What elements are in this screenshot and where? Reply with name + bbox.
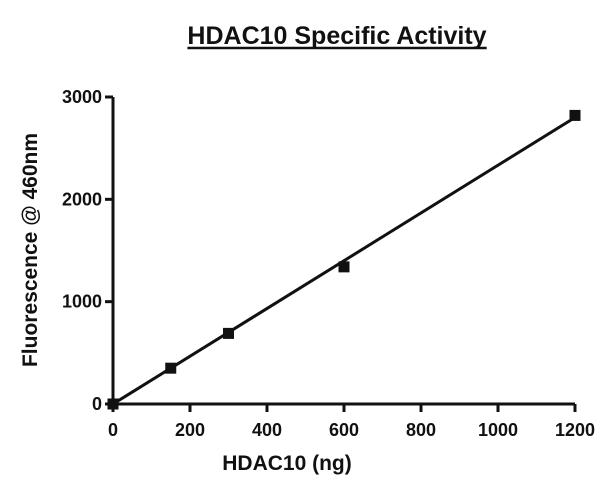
y-axis: 0 1000 2000 3000 xyxy=(62,87,115,414)
y-tick-label: 3000 xyxy=(62,87,102,107)
data-point xyxy=(165,362,177,374)
y-tick-label: 1000 xyxy=(62,292,102,312)
fit-line-group xyxy=(112,116,576,406)
x-tick-label: 400 xyxy=(252,420,282,440)
fit-line xyxy=(112,116,576,406)
x-tick-label: 800 xyxy=(406,420,436,440)
y-tick-label: 0 xyxy=(92,394,102,414)
x-tick-label: 200 xyxy=(175,420,205,440)
data-point xyxy=(107,398,119,410)
data-point xyxy=(569,109,581,121)
x-tick-label: 1200 xyxy=(555,420,595,440)
x-axis: 0 200 400 600 800 1000 1200 xyxy=(108,402,595,440)
x-axis-label: HDAC10 (ng) xyxy=(222,452,352,475)
data-points xyxy=(107,109,581,410)
data-point xyxy=(223,327,234,339)
x-tick-label: 0 xyxy=(108,420,118,440)
x-tick-label: 1000 xyxy=(478,420,518,440)
chart-title: HDAC10 Specific Activity xyxy=(187,22,486,50)
data-point xyxy=(338,261,350,273)
y-tick-label: 2000 xyxy=(62,189,102,209)
y-axis-label: Fluorescence @ 460nm xyxy=(19,133,42,367)
x-tick-label: 600 xyxy=(329,420,359,440)
